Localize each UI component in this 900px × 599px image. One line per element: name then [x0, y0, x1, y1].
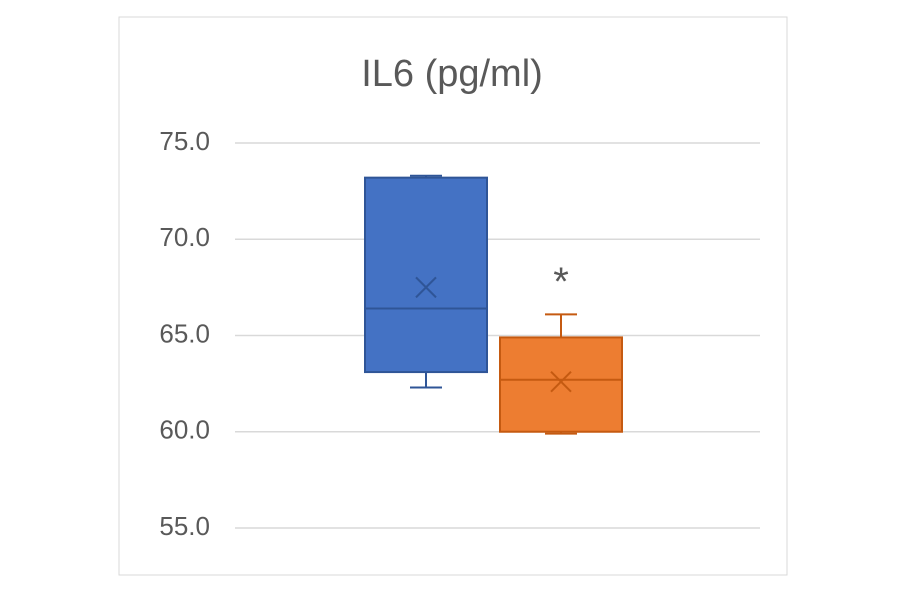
annotation: *: [553, 260, 569, 304]
y-tick-label: 60.0: [159, 415, 210, 445]
mean-marker: [550, 370, 572, 393]
y-tick-label: 65.0: [159, 318, 210, 348]
chart-title: IL6 (pg/ml): [361, 53, 543, 95]
y-tick-label: 75.0: [159, 126, 210, 156]
box: [364, 176, 488, 374]
box: [499, 336, 623, 433]
y-tick-label: 55.0: [159, 511, 210, 541]
mean-marker: [415, 276, 437, 299]
y-tick-label: 70.0: [159, 222, 210, 252]
